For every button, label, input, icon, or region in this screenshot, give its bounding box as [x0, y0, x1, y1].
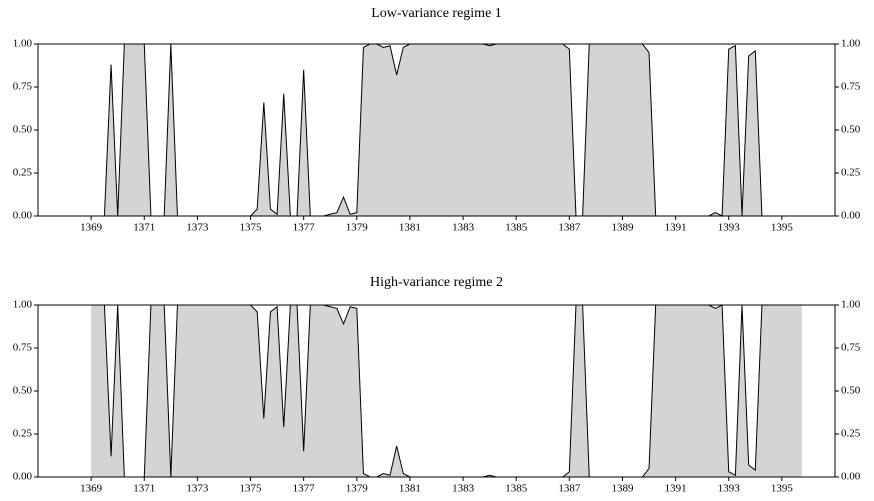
- y-tick-label: 0.25: [13, 428, 33, 440]
- x-tick-label: 1369: [80, 483, 103, 495]
- y-tick-label: 0.25: [13, 167, 33, 179]
- x-tick-label: 1377: [293, 483, 316, 495]
- x-tick-label: 1373: [186, 222, 209, 234]
- x-tick-label: 1375: [240, 222, 263, 234]
- x-tick-label: 1391: [665, 222, 687, 234]
- x-tick-label: 1379: [346, 222, 369, 234]
- x-tick-label: 1375: [240, 483, 263, 495]
- x-tick-label: 1389: [611, 483, 634, 495]
- x-tick-label: 1395: [771, 222, 794, 234]
- y-tick-label: 0.75: [13, 342, 33, 354]
- y2-tick-label: 0.75: [841, 81, 861, 93]
- x-tick-label: 1383: [452, 222, 475, 234]
- x-tick-label: 1391: [665, 483, 687, 495]
- y2-tick-label: 0.50: [841, 124, 861, 136]
- y2-tick-label: 0.00: [841, 471, 861, 483]
- y-tick-label: 0.50: [13, 385, 33, 397]
- y2-tick-label: 1.00: [841, 299, 861, 311]
- x-tick-label: 1377: [293, 222, 316, 234]
- x-tick-label: 1383: [452, 483, 475, 495]
- x-tick-label: 1385: [505, 483, 528, 495]
- x-tick-label: 1371: [133, 222, 155, 234]
- area-fill: [91, 44, 802, 216]
- x-tick-label: 1393: [718, 483, 741, 495]
- y2-tick-label: 0.75: [841, 342, 861, 354]
- x-tick-label: 1369: [80, 222, 103, 234]
- x-tick-label: 1381: [399, 483, 421, 495]
- chart-title: Low-variance regime 1: [371, 6, 502, 21]
- y2-tick-label: 0.50: [841, 385, 861, 397]
- x-tick-label: 1385: [505, 222, 528, 234]
- x-tick-label: 1381: [399, 222, 421, 234]
- y2-tick-label: 0.25: [841, 428, 861, 440]
- area-fill: [91, 305, 802, 477]
- x-tick-label: 1387: [558, 222, 581, 234]
- y-tick-label: 1.00: [13, 299, 33, 311]
- x-tick-label: 1393: [718, 222, 741, 234]
- y2-tick-label: 0.00: [841, 210, 861, 222]
- x-tick-label: 1371: [133, 483, 155, 495]
- y-tick-label: 0.50: [13, 124, 33, 136]
- x-tick-label: 1373: [186, 483, 209, 495]
- y2-tick-label: 0.25: [841, 167, 861, 179]
- y-tick-label: 0.75: [13, 81, 33, 93]
- x-tick-label: 1387: [558, 483, 581, 495]
- y-tick-label: 0.00: [13, 210, 33, 222]
- y-tick-label: 1.00: [13, 38, 33, 50]
- y2-tick-label: 1.00: [841, 38, 861, 50]
- x-tick-label: 1395: [771, 483, 794, 495]
- x-tick-label: 1389: [611, 222, 634, 234]
- y-tick-label: 0.00: [13, 471, 33, 483]
- chart-title: High-variance regime 2: [370, 275, 503, 290]
- x-tick-label: 1379: [346, 483, 369, 495]
